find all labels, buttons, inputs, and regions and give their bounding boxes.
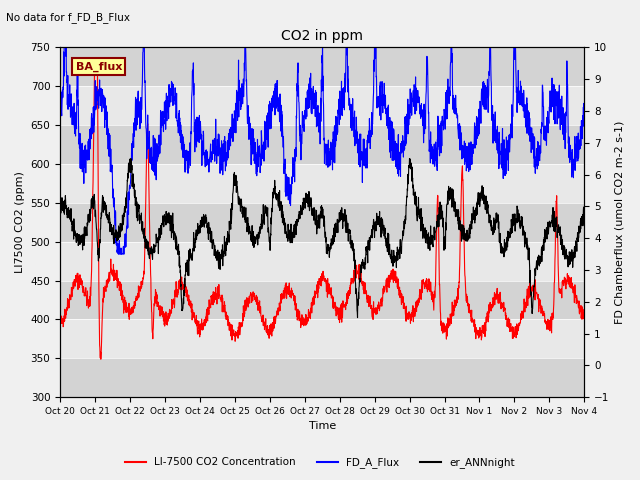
Bar bbox=[60, 241, 584, 280]
Text: BA_flux: BA_flux bbox=[76, 61, 122, 72]
Bar bbox=[60, 164, 584, 203]
Y-axis label: LI7500 CO2 (ppm): LI7500 CO2 (ppm) bbox=[15, 171, 25, 273]
Legend: LI-7500 CO2 Concentration, FD_A_Flux, er_ANNnight: LI-7500 CO2 Concentration, FD_A_Flux, er… bbox=[121, 453, 519, 472]
Bar bbox=[60, 86, 584, 125]
Text: No data for f_FD_B_Flux: No data for f_FD_B_Flux bbox=[6, 12, 131, 23]
X-axis label: Time: Time bbox=[308, 421, 336, 432]
Y-axis label: FD Chamberflux (umol CO2 m-2 s-1): FD Chamberflux (umol CO2 m-2 s-1) bbox=[615, 120, 625, 324]
Title: CO2 in ppm: CO2 in ppm bbox=[281, 29, 363, 43]
Bar bbox=[60, 319, 584, 358]
